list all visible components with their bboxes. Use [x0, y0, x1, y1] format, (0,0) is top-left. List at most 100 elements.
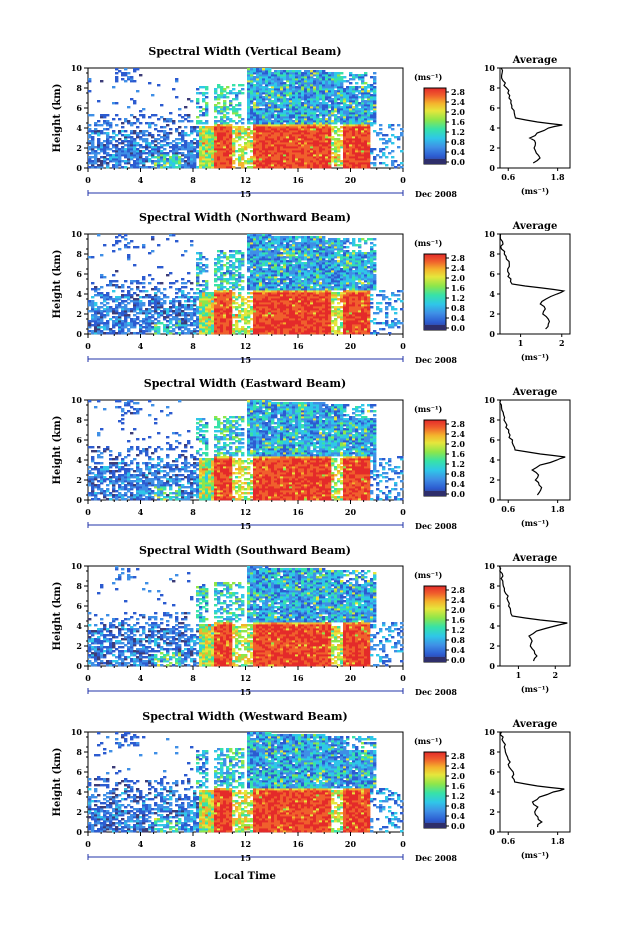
heatmap-cell	[91, 162, 95, 165]
heatmap-cell	[139, 310, 143, 313]
heatmap-cell	[229, 260, 233, 263]
heatmap-cell	[127, 148, 131, 151]
heatmap-cell	[106, 314, 110, 317]
heatmap-cell	[352, 124, 356, 127]
heatmap-cell	[88, 166, 92, 169]
heatmap-cell	[103, 158, 107, 161]
heatmap-cell	[205, 164, 209, 167]
heatmap-cell	[190, 152, 194, 155]
heatmap-cell	[322, 160, 326, 163]
heatmap-cell	[286, 140, 290, 143]
heatmap-cell	[121, 74, 125, 77]
heatmap-cell	[202, 164, 206, 167]
heatmap-cell	[358, 132, 362, 135]
heatmap-cell	[304, 162, 308, 165]
heatmap-cell	[367, 164, 371, 167]
heatmap-cell	[100, 80, 104, 83]
heatmap-cell	[202, 284, 206, 287]
heatmap-cell	[112, 330, 116, 333]
heatmap-cell	[253, 106, 257, 109]
heatmap-cell	[142, 326, 146, 329]
heatmap-cell	[265, 162, 269, 165]
heatmap-cell	[190, 240, 194, 243]
heatmap-cell	[190, 296, 194, 299]
heatmap-cell	[268, 68, 272, 71]
heatmap-cell	[307, 130, 311, 133]
heatmap-cell	[121, 306, 125, 309]
heatmap-cell	[361, 102, 365, 105]
heatmap-cell	[235, 258, 239, 261]
heatmap-cell	[187, 146, 191, 149]
heatmap-cell	[193, 148, 197, 151]
heatmap-cell	[349, 114, 353, 117]
heatmap-cell	[253, 98, 257, 101]
heatmap-cell	[298, 156, 302, 159]
heatmap-cell	[295, 148, 299, 151]
heatmap-cell	[163, 136, 167, 139]
heatmap-cell	[166, 162, 170, 165]
heatmap-cell	[124, 154, 128, 157]
heatmap-cell	[277, 74, 281, 77]
heatmap-cell	[334, 96, 338, 99]
heatmap-cell	[199, 154, 203, 157]
heatmap-cell	[331, 92, 335, 95]
heatmap-cell	[355, 156, 359, 159]
heatmap-cell	[232, 98, 236, 101]
heatmap-cell	[304, 96, 308, 99]
heatmap-cell	[115, 158, 119, 161]
heatmap-cell	[94, 128, 98, 131]
heatmap-cell	[136, 294, 140, 297]
heatmap-cell	[367, 140, 371, 143]
heatmap-cell	[217, 134, 221, 137]
heatmap-cell	[274, 82, 278, 85]
heatmap-cell	[253, 146, 257, 149]
y-axis-label: Height (km)	[52, 84, 63, 153]
heatmap-cell	[307, 124, 311, 127]
heatmap-cell	[223, 290, 227, 293]
heatmap-cell	[316, 100, 320, 103]
heatmap-cell	[184, 160, 188, 163]
heatmap-cell	[169, 326, 173, 329]
heatmap-cell	[373, 106, 377, 109]
heatmap-cell	[133, 164, 137, 167]
heatmap-cell	[265, 116, 269, 119]
heatmap-cell	[223, 134, 227, 137]
heatmap-cell	[310, 160, 314, 163]
heatmap-cell	[157, 148, 161, 151]
heatmap-cell	[304, 140, 308, 143]
heatmap-cell	[340, 142, 344, 145]
heatmap-cell	[133, 300, 137, 303]
heatmap-cell	[220, 142, 224, 145]
panel-title: Spectral Width (Northward Beam)	[139, 211, 351, 224]
heatmap-cell	[214, 152, 218, 155]
heatmap-cell	[208, 144, 212, 147]
heatmap-cell	[271, 236, 275, 239]
heatmap-cell	[298, 150, 302, 153]
heatmap-cell	[214, 262, 218, 265]
heatmap-cell	[160, 266, 164, 269]
heatmap-cell	[325, 74, 329, 77]
heatmap-cell	[136, 288, 140, 291]
heatmap-cell	[262, 138, 266, 141]
heatmap-cell	[229, 282, 233, 285]
heatmap-cell	[283, 94, 287, 97]
heatmap-cell	[130, 142, 134, 145]
heatmap-cell	[310, 74, 314, 77]
heatmap-cell	[316, 166, 320, 169]
heatmap-cell	[346, 140, 350, 143]
heatmap-cell	[124, 136, 128, 139]
heatmap-cell	[229, 166, 233, 169]
heatmap-cell	[304, 82, 308, 85]
heatmap-cell	[277, 76, 281, 79]
heatmap-cell	[289, 90, 293, 93]
heatmap-cell	[316, 114, 320, 117]
heatmap-cell	[367, 86, 371, 89]
heatmap-cell	[121, 166, 125, 169]
heatmap-cell	[307, 72, 311, 75]
heatmap-cell	[274, 90, 278, 93]
heatmap-cell	[253, 138, 257, 141]
heatmap-cell	[283, 150, 287, 153]
heatmap-cell	[91, 306, 95, 309]
heatmap-cell	[154, 300, 158, 303]
heatmap-cell	[214, 124, 218, 127]
